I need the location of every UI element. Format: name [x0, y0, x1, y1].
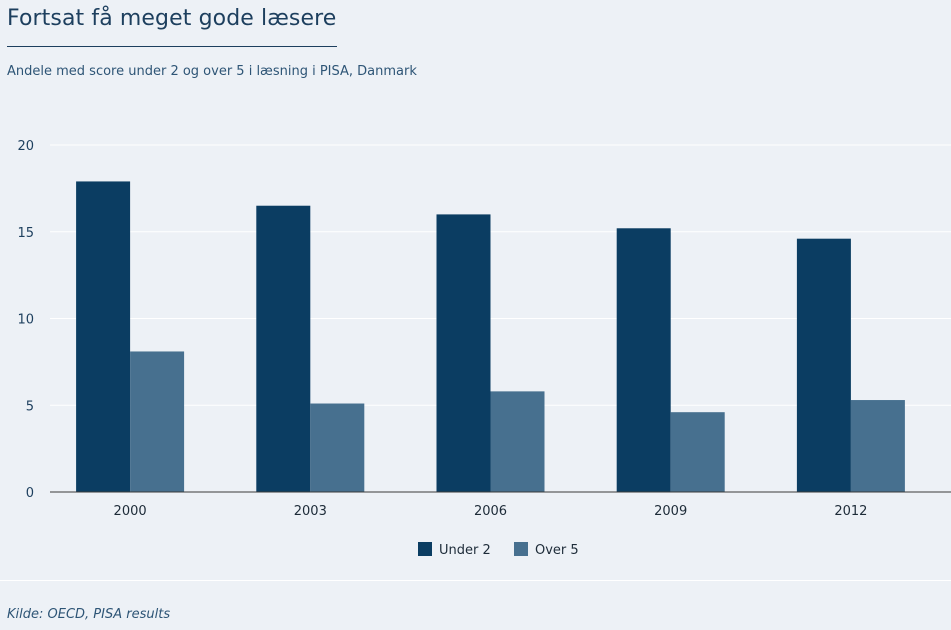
- chart-subtitle: Andele med score under 2 og over 5 i læs…: [7, 64, 417, 79]
- y-tick-label: 10: [17, 313, 34, 328]
- y-tick-label: 0: [26, 486, 34, 501]
- bar-under-2-2000: [76, 181, 131, 492]
- bar-over-5-2009: [670, 412, 725, 492]
- bar-over-5-2012: [850, 400, 905, 492]
- bar-chart: 0 5 10 15 20 2000 2003 2006 2009 2012 Under 2 Over …: [17, 139, 951, 558]
- legend-label: Under 2: [439, 543, 491, 558]
- bar-under-2-2009: [616, 228, 671, 492]
- bar-under-2-2003: [256, 205, 311, 492]
- source-note: Kilde: OECD, PISA results: [7, 607, 171, 622]
- footer-divider: [0, 580, 951, 581]
- title-underline: [7, 46, 337, 47]
- y-tick-label: 20: [17, 139, 34, 154]
- legend-swatch-over-5: [514, 542, 528, 556]
- x-tick-label: 2012: [834, 504, 867, 519]
- y-tick-label: 5: [26, 399, 34, 414]
- chart-title: Fortsat få meget gode læsere: [7, 6, 337, 31]
- x-tick-label: 2000: [114, 504, 147, 519]
- bar-over-5-2003: [310, 403, 365, 492]
- x-tick-label: 2006: [474, 504, 507, 519]
- legend-swatch-under-2: [418, 542, 432, 556]
- y-tick-label: 15: [17, 226, 34, 241]
- bar-under-2-2012: [796, 238, 851, 492]
- legend-label: Over 5: [535, 543, 579, 558]
- bar-under-2-2006: [436, 214, 491, 492]
- bar-over-5-2000: [130, 351, 185, 492]
- x-tick-label: 2009: [654, 504, 687, 519]
- bar-over-5-2006: [490, 391, 545, 492]
- x-tick-label: 2003: [294, 504, 327, 519]
